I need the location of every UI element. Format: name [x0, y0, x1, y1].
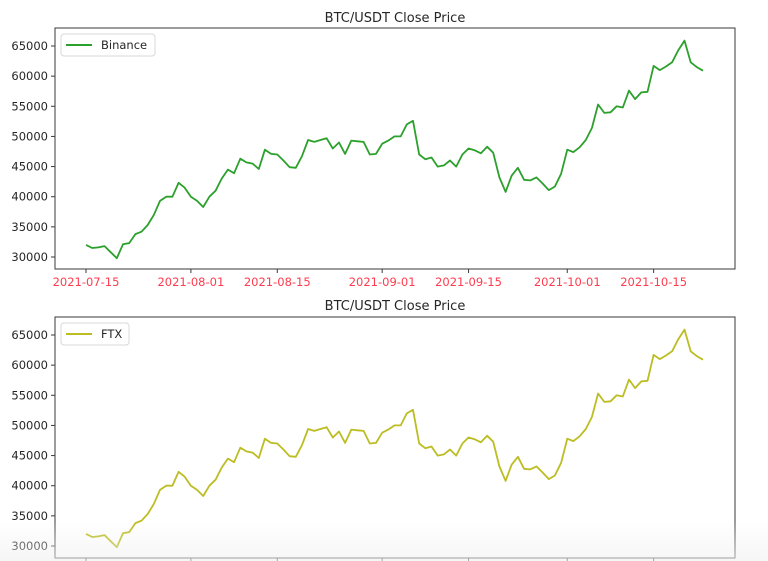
- bottom-plot-area: [54, 316, 736, 559]
- y-tick-label: 50000: [11, 418, 48, 432]
- legend-box: [60, 322, 130, 346]
- top-chart: BTC/USDT Close Price 30000 35000 40000 4500…: [11, 11, 736, 289]
- x-tick-label: 2021-08-01: [157, 275, 224, 289]
- y-tick-label: 65000: [11, 328, 48, 342]
- y-tick-label: 55000: [11, 99, 48, 113]
- top-plot-area: [54, 27, 736, 270]
- legend-label-ftx: FTX: [101, 327, 122, 341]
- bottom-y-axis: 30000 35000 40000 45000 50000 55000 60000 65000: [11, 328, 55, 553]
- y-tick-label: 35000: [11, 220, 48, 234]
- y-tick-label: 50000: [11, 129, 48, 143]
- y-tick-label: 45000: [11, 160, 48, 174]
- legend-box: [60, 33, 156, 57]
- y-tick-label: 65000: [11, 39, 48, 53]
- y-tick-label: 45000: [11, 449, 48, 463]
- x-tick-label: 2021-07-15: [53, 275, 120, 289]
- y-tick-label: 55000: [11, 388, 48, 402]
- binance-price-line: [85, 39, 704, 260]
- top-y-axis: 30000 35000 40000 45000 50000 55000 60000 65000: [11, 39, 55, 264]
- legend-label-binance: Binance: [101, 38, 147, 52]
- top-x-axis: 2021-07-15 2021-08-01 2021-08-15 2021-09-01…: [53, 269, 687, 289]
- y-tick-label: 60000: [11, 358, 48, 372]
- top-legend: Binance: [60, 33, 156, 57]
- y-tick-label: 40000: [11, 190, 48, 204]
- ftx-price-line: [85, 328, 704, 549]
- y-tick-label: 35000: [11, 509, 48, 523]
- x-tick-label: 2021-09-01: [349, 275, 416, 289]
- bottom-chart: BTC/USDT Close Price 30000 35000 40000 4500…: [11, 299, 736, 561]
- x-tick-label: 2021-08-15: [244, 275, 311, 289]
- y-tick-label: 30000: [11, 539, 48, 553]
- x-tick-label: 2021-09-15: [435, 275, 502, 289]
- x-tick-label: 2021-10-01: [534, 275, 601, 289]
- bottom-legend: FTX: [60, 322, 130, 346]
- x-tick-label: 2021-10-15: [620, 275, 687, 289]
- bottom-chart-title: BTC/USDT Close Price: [325, 299, 466, 314]
- top-chart-title: BTC/USDT Close Price: [325, 11, 466, 26]
- y-tick-label: 30000: [11, 250, 48, 264]
- y-tick-label: 40000: [11, 479, 48, 493]
- y-tick-label: 60000: [11, 69, 48, 83]
